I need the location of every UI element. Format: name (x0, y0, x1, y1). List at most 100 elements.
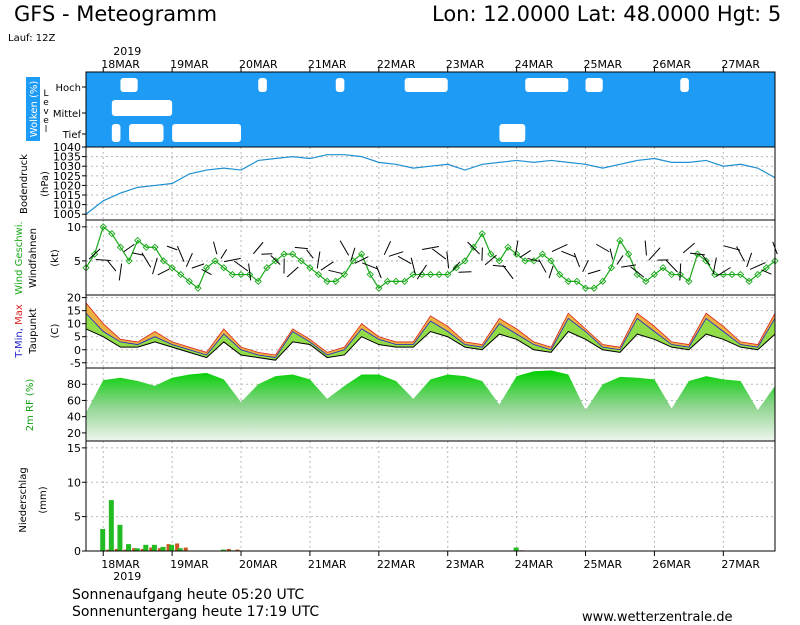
wind-barb (95, 258, 111, 262)
year-label-bottom: 2019 (113, 570, 141, 583)
wind-barb (306, 249, 314, 259)
wind-barb (679, 263, 682, 281)
cloud-clear-patch (680, 78, 689, 92)
wind-barb (432, 248, 447, 260)
temperature-min-line (85, 312, 776, 359)
wind-barb (446, 251, 450, 269)
precip-largescale-bar (114, 548, 119, 551)
date-label-top: 18MAR (101, 58, 140, 71)
year-label-top: 2019 (113, 45, 141, 58)
wind-barb (320, 261, 334, 271)
precip-largescale-bar (140, 548, 145, 551)
wind-tick-label: 10 (67, 221, 81, 234)
sunset-text: Sonnenuntergang heute 17:19 UTC (72, 604, 320, 620)
wind-speed-point (185, 277, 193, 286)
chart-title: GFS - Meteogramm (14, 2, 218, 26)
cloud-level-label: Hoch (56, 83, 81, 94)
date-label-bottom: 21MAR (308, 558, 347, 571)
wind-speed-point (650, 270, 659, 279)
wind-axis-label: Wind Geschwi. (14, 221, 25, 294)
precip-largescale-bar (149, 547, 154, 551)
wind-speed-point (702, 257, 710, 265)
cloud-sublabel-letter: v (43, 107, 49, 117)
pressure-series-line (85, 154, 776, 215)
pressure-tick-label: 1015 (53, 189, 81, 202)
cloud-clear-patch (111, 124, 121, 142)
cloud-clear-patch (404, 78, 448, 92)
wind-barb (118, 263, 123, 281)
wind-barb (630, 266, 645, 278)
date-label-bottom: 18MAR (101, 558, 140, 571)
pressure-tick-label: 1010 (53, 199, 81, 212)
humidity-tick-label: 60 (67, 394, 81, 407)
wind-speed-point (556, 270, 564, 279)
wind-barb (587, 269, 601, 275)
pressure-panel-frame (85, 146, 776, 221)
date-label-bottom: 22MAR (377, 558, 416, 571)
sunrise-text: Sonnenaufgang heute 05:20 UTC (72, 587, 305, 603)
cloud-sublabel-letter: L (43, 89, 48, 99)
wind-barb (185, 252, 193, 268)
wind-speed-point (254, 277, 262, 286)
wind-speed-point (159, 257, 168, 265)
date-label-top: 27MAR (721, 58, 760, 71)
wind-barb (350, 247, 356, 261)
wind-speed-point (297, 257, 305, 265)
wind-barb (712, 257, 717, 275)
precipitation-tick-label: 15 (67, 442, 81, 455)
temperature-axis-label: T-Min, Max (14, 304, 25, 359)
cloud-level-label: Tief (62, 130, 82, 141)
wind-speed-point (289, 250, 297, 258)
temperature-min-label: T-Min, (14, 325, 25, 359)
wind-barb (166, 245, 178, 251)
wind-speed-point (642, 277, 650, 286)
wind-speed-point (263, 264, 271, 272)
wind-barb (223, 257, 241, 263)
pressure-tick-label: 1020 (53, 179, 81, 192)
wind-speed-point (685, 277, 693, 286)
date-label-top: 19MAR (170, 58, 209, 71)
dewpoint-line (85, 328, 776, 361)
wind-speed-point (512, 250, 521, 258)
wind-barb (519, 250, 531, 258)
wind-speed-point (426, 270, 435, 279)
wind-speed-point (599, 277, 607, 286)
wind-barb (582, 259, 589, 273)
wind-speed-point (211, 257, 219, 265)
wind-speed-point (237, 270, 245, 279)
wind-barb (270, 255, 281, 265)
temperature-tick-label: 20 (67, 292, 81, 305)
pressure-tick-label: 1025 (53, 170, 81, 183)
wind-speed-point (624, 250, 633, 258)
humidity-tick-label: 80 (67, 378, 81, 391)
humidity-area (86, 370, 775, 441)
wind-speed-point (616, 236, 624, 245)
wind-speed-point (590, 284, 598, 292)
date-label-bottom: 19MAR (170, 558, 209, 571)
precip-convective-bar (151, 544, 157, 551)
wind-speed-point (564, 277, 572, 286)
temperature-max-band (86, 302, 775, 358)
date-label-bottom: 24MAR (515, 558, 554, 571)
wind-speed-point (177, 270, 185, 279)
wind-barb (548, 265, 554, 279)
wind-speed-point (521, 257, 529, 265)
wind-barb (621, 264, 637, 268)
wind-barb (527, 257, 541, 263)
wind-barb (736, 246, 745, 262)
wind-speed-point (728, 270, 736, 279)
cloud-sublabel-letter: l (45, 125, 48, 135)
humidity-axis-label: 2m RF (%) (25, 379, 36, 432)
wind-barb (362, 262, 379, 270)
wind-speed-point (478, 229, 486, 238)
wind-barb (644, 240, 647, 256)
date-label-top: 25MAR (584, 58, 623, 71)
wind-barb (514, 240, 519, 256)
cloud-level-label: Mittel (53, 109, 81, 120)
wind-barb (191, 263, 205, 269)
wind-speed-point (401, 277, 409, 286)
pressure-unit-label: (hPa) (40, 171, 51, 197)
wind-speed-point (461, 257, 469, 265)
wind-speed-point (383, 277, 392, 286)
pressure-tick-label: 1040 (53, 141, 81, 154)
